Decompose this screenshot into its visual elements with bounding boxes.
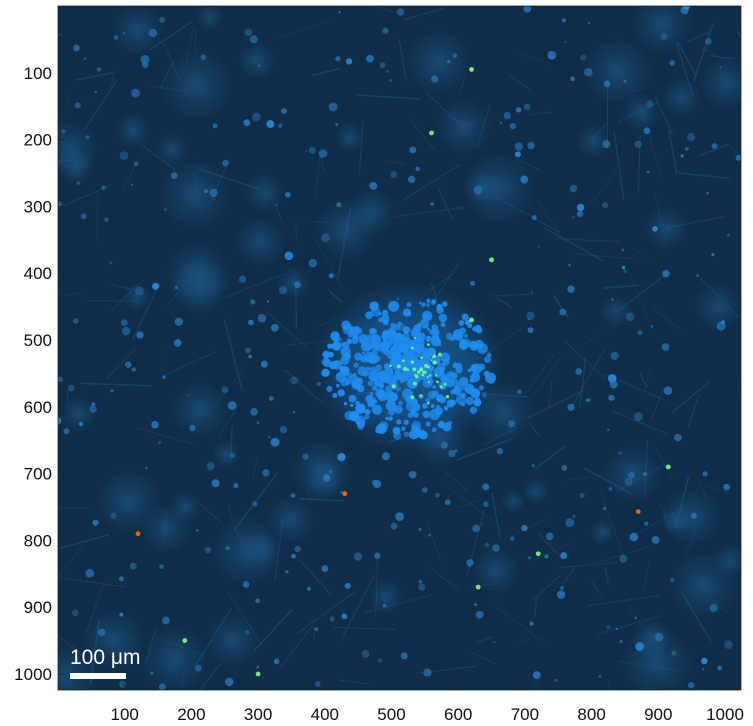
- x-tick-label: 700: [511, 705, 539, 724]
- y-axis-ticks: 100 200 300 400 500 600 700 800 900 1000: [14, 64, 64, 684]
- x-tick-label: 600: [444, 705, 472, 724]
- highlight-spots: [135, 67, 671, 677]
- central-cell-cluster: [313, 281, 504, 452]
- y-tick-label: 700: [24, 465, 52, 484]
- x-tick-label: 800: [577, 705, 605, 724]
- y-tick-label: 500: [24, 331, 52, 350]
- y-tick-label: 100: [24, 64, 52, 83]
- x-tick-label: 900: [644, 705, 672, 724]
- scale-bar-line: [70, 673, 126, 679]
- image-panel: 100 μm: [58, 6, 741, 690]
- x-tick-label: 300: [244, 705, 272, 724]
- y-tick-label: 900: [24, 598, 52, 617]
- y-tick-label: 200: [24, 131, 52, 150]
- x-tick-label: 200: [177, 705, 205, 724]
- axes-frame: [57, 5, 742, 691]
- y-tick-label: 300: [24, 197, 52, 216]
- y-tick-label: 400: [24, 264, 52, 283]
- scale-bar-label: 100 μm: [70, 646, 140, 669]
- tissue-texture: [58, 6, 741, 690]
- y-tick-label: 600: [24, 398, 52, 417]
- x-axis-ticks: 100 200 300 400 500 600 700 800 900 1000: [111, 684, 744, 724]
- x-tick-label: 100: [111, 705, 139, 724]
- x-tick-label: 1000: [706, 705, 744, 724]
- x-tick-label: 500: [377, 705, 405, 724]
- x-tick-label: 400: [311, 705, 339, 724]
- y-tick-label: 800: [24, 531, 52, 550]
- y-tick-label: 1000: [14, 665, 52, 684]
- scale-bar: 100 μm: [70, 646, 140, 679]
